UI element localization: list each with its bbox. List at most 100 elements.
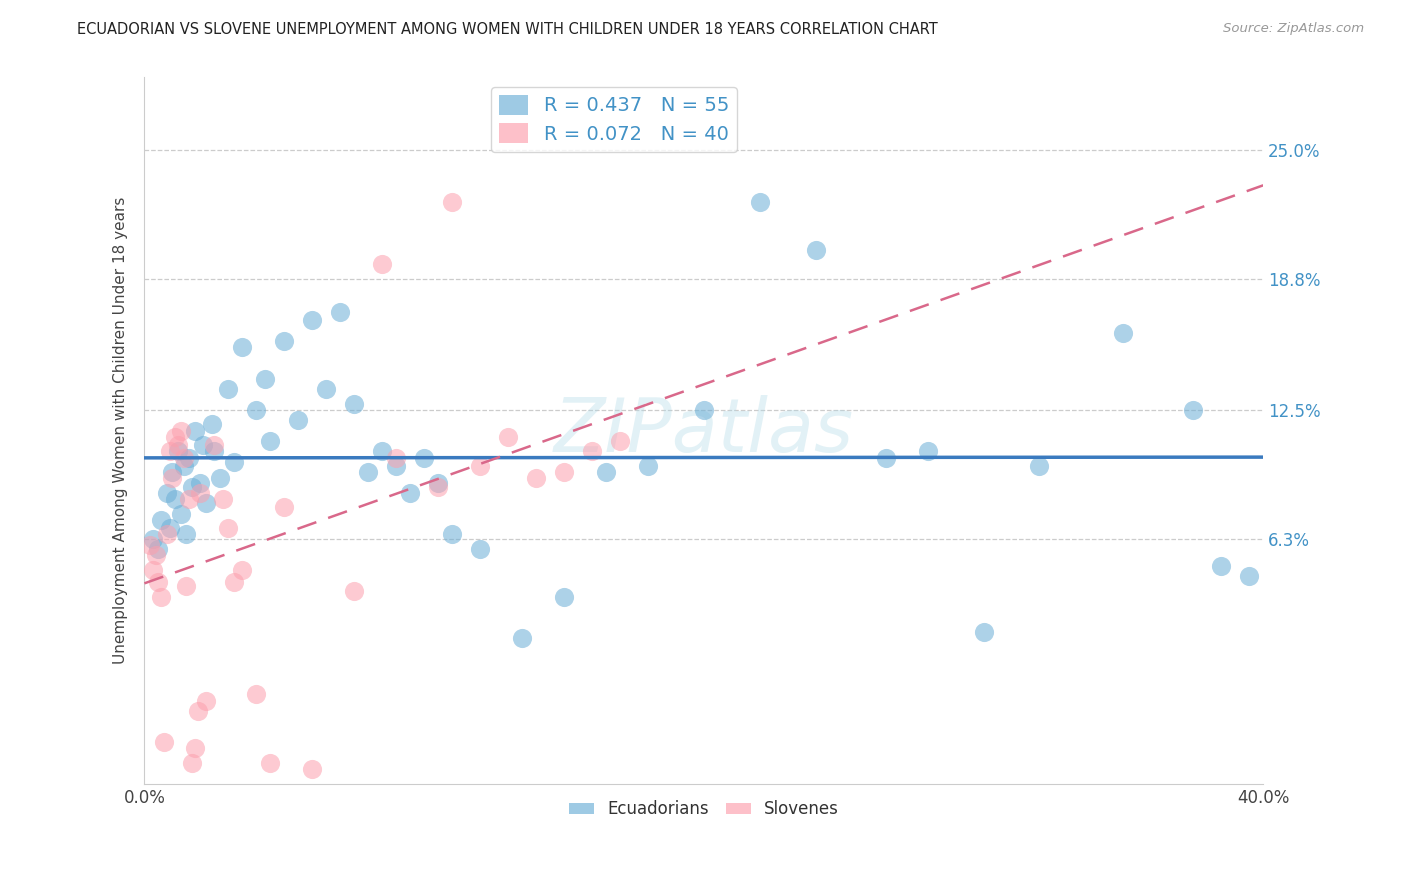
Point — [179, 450, 201, 465]
Point — [184, 741, 207, 756]
Point — [188, 475, 211, 490]
Point — [301, 762, 323, 776]
Point — [191, 438, 214, 452]
Point — [167, 444, 190, 458]
Point — [1028, 458, 1050, 473]
Point — [553, 465, 575, 479]
Point — [170, 507, 193, 521]
Point — [200, 417, 222, 432]
Point — [245, 402, 267, 417]
Point — [343, 396, 366, 410]
Point — [162, 465, 184, 479]
Y-axis label: Unemployment Among Women with Children Under 18 years: Unemployment Among Women with Children U… — [114, 197, 128, 665]
Point — [413, 450, 436, 465]
Point — [202, 444, 225, 458]
Point — [273, 334, 295, 349]
Point — [581, 444, 603, 458]
Point — [1237, 569, 1260, 583]
Point — [259, 756, 281, 770]
Point — [1112, 326, 1135, 340]
Point — [156, 486, 179, 500]
Point — [441, 195, 464, 210]
Point — [315, 382, 337, 396]
Point — [150, 513, 173, 527]
Point — [159, 444, 181, 458]
Point — [385, 458, 408, 473]
Point — [245, 687, 267, 701]
Point — [186, 704, 208, 718]
Point — [231, 341, 253, 355]
Point — [188, 486, 211, 500]
Legend: Ecuadorians, Slovenes: Ecuadorians, Slovenes — [562, 794, 845, 825]
Point — [468, 458, 491, 473]
Point — [468, 541, 491, 556]
Point — [156, 527, 179, 541]
Point — [181, 480, 204, 494]
Point — [371, 444, 394, 458]
Point — [159, 521, 181, 535]
Point — [176, 579, 198, 593]
Point — [553, 590, 575, 604]
Point — [609, 434, 631, 448]
Point — [202, 438, 225, 452]
Point — [148, 541, 170, 556]
Point — [222, 575, 245, 590]
Point — [496, 430, 519, 444]
Point — [637, 458, 659, 473]
Point — [259, 434, 281, 448]
Point — [329, 305, 352, 319]
Point — [211, 492, 233, 507]
Point — [167, 438, 190, 452]
Point — [145, 548, 167, 562]
Point — [165, 430, 187, 444]
Point — [875, 450, 897, 465]
Point — [357, 465, 380, 479]
Point — [194, 693, 217, 707]
Point — [748, 195, 770, 210]
Point — [427, 475, 450, 490]
Point — [253, 371, 276, 385]
Point — [142, 563, 165, 577]
Point — [150, 590, 173, 604]
Point — [162, 471, 184, 485]
Point — [343, 583, 366, 598]
Point — [173, 458, 195, 473]
Point — [385, 450, 408, 465]
Point — [917, 444, 939, 458]
Point — [595, 465, 617, 479]
Point — [427, 480, 450, 494]
Point — [165, 492, 187, 507]
Point — [301, 313, 323, 327]
Text: ECUADORIAN VS SLOVENE UNEMPLOYMENT AMONG WOMEN WITH CHILDREN UNDER 18 YEARS CORR: ECUADORIAN VS SLOVENE UNEMPLOYMENT AMONG… — [77, 22, 938, 37]
Point — [170, 424, 193, 438]
Point — [973, 625, 995, 640]
Text: ZIPatlas: ZIPatlas — [554, 394, 853, 467]
Point — [441, 527, 464, 541]
Point — [194, 496, 217, 510]
Point — [399, 486, 422, 500]
Point — [179, 492, 201, 507]
Point — [173, 450, 195, 465]
Point — [231, 563, 253, 577]
Text: Source: ZipAtlas.com: Source: ZipAtlas.com — [1223, 22, 1364, 36]
Point — [1211, 558, 1233, 573]
Point — [273, 500, 295, 515]
Point — [139, 538, 162, 552]
Point — [217, 521, 239, 535]
Point — [1182, 402, 1205, 417]
Point — [804, 243, 827, 257]
Point — [524, 471, 547, 485]
Point — [184, 424, 207, 438]
Point — [153, 735, 176, 749]
Point — [222, 455, 245, 469]
Point — [693, 402, 716, 417]
Point — [510, 632, 533, 646]
Point — [208, 471, 231, 485]
Point — [287, 413, 309, 427]
Point — [181, 756, 204, 770]
Point — [217, 382, 239, 396]
Point — [148, 575, 170, 590]
Point — [142, 532, 165, 546]
Point — [176, 527, 198, 541]
Point — [371, 257, 394, 271]
